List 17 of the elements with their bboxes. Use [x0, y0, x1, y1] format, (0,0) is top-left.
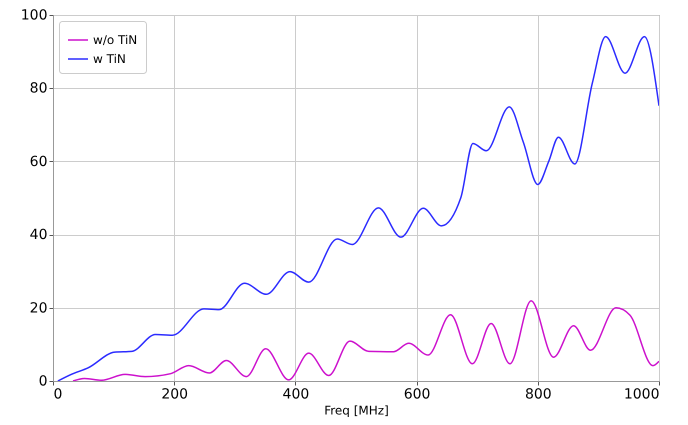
x-tick-label: 800: [524, 386, 552, 402]
x-axis-title: Freq [MHz]: [324, 404, 389, 418]
y-tick-label: 80: [30, 80, 48, 97]
legend-label: w TiN: [93, 52, 126, 66]
x-tick-label: 200: [161, 386, 188, 402]
y-tick-label: 40: [30, 227, 48, 244]
x-tick-label: 400: [282, 386, 310, 402]
x-tick-label: 600: [404, 386, 430, 402]
line-series: [57, 36, 659, 381]
legend-label: w/o TiN: [93, 33, 138, 47]
y-tick-label: 20: [30, 300, 48, 316]
x-tick-label: 0: [54, 386, 62, 402]
y-tick-label: 60: [30, 154, 48, 170]
y-tick-label: 100: [20, 8, 48, 24]
y-tick-label: 0: [38, 374, 48, 390]
x-tick-label: 1000: [624, 386, 660, 402]
line-series: [72, 300, 659, 381]
